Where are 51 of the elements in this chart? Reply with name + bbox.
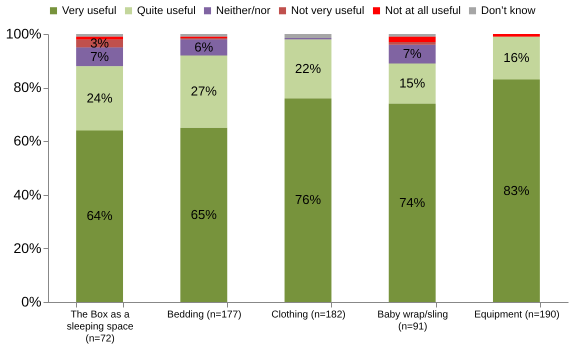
legend-label: Not at all useful	[385, 4, 461, 17]
x-tick-label: The Box as a sleeping space (n=72)	[66, 310, 134, 344]
bar	[76, 130, 124, 302]
data-label: 22%	[294, 60, 322, 76]
y-tick-label: 20%	[13, 240, 42, 256]
bar	[388, 34, 436, 37]
bar	[388, 44, 436, 64]
bar	[180, 128, 228, 302]
legend-label: Quite useful	[137, 4, 196, 17]
bar	[492, 80, 540, 302]
x-tick-label: Equipment (n=190)	[474, 310, 560, 320]
bar	[388, 104, 436, 302]
bar	[492, 36, 540, 80]
bar	[76, 36, 124, 40]
x-tick-label: Clothing (n=182)	[271, 310, 346, 320]
bar	[284, 98, 332, 302]
data-label: 15%	[399, 76, 426, 91]
bar	[180, 34, 228, 37]
data-label: 6%	[194, 39, 214, 54]
x-tick-label: Bedding (n=177)	[167, 310, 242, 320]
bar	[76, 34, 124, 37]
legend-label: Don’t know	[481, 4, 536, 17]
data-label: 27%	[190, 84, 218, 99]
bar	[492, 34, 540, 37]
data-label: 3%	[90, 35, 110, 50]
legend-label: Not very useful	[291, 4, 364, 17]
data-label: 24%	[86, 90, 114, 106]
bar	[76, 47, 124, 66]
legend-label: Neither/nor	[216, 4, 271, 17]
data-label: 83%	[503, 182, 530, 198]
data-label: 16%	[503, 50, 530, 66]
y-tick-label: 100%	[6, 26, 42, 42]
bar	[284, 39, 332, 98]
data-label: 64%	[86, 208, 114, 224]
data-label: 65%	[190, 206, 218, 222]
data-label: 7%	[90, 48, 110, 64]
data-label: 76%	[294, 192, 322, 208]
y-tick-label: 80%	[13, 79, 42, 96]
bar	[388, 63, 436, 104]
bar	[76, 66, 124, 130]
bar	[388, 36, 436, 42]
legend-label: Very useful	[62, 4, 116, 17]
bar	[284, 34, 332, 38]
y-tick-label: 0%	[21, 294, 42, 310]
bar	[180, 55, 228, 128]
bar	[388, 42, 436, 45]
x-tick-label: Baby wrap/sling (n=91)	[377, 310, 448, 332]
data-label: 74%	[399, 194, 426, 210]
data-label: 7%	[402, 46, 422, 62]
y-tick-label: 60%	[13, 132, 42, 149]
y-tick-label: 40%	[13, 186, 42, 202]
